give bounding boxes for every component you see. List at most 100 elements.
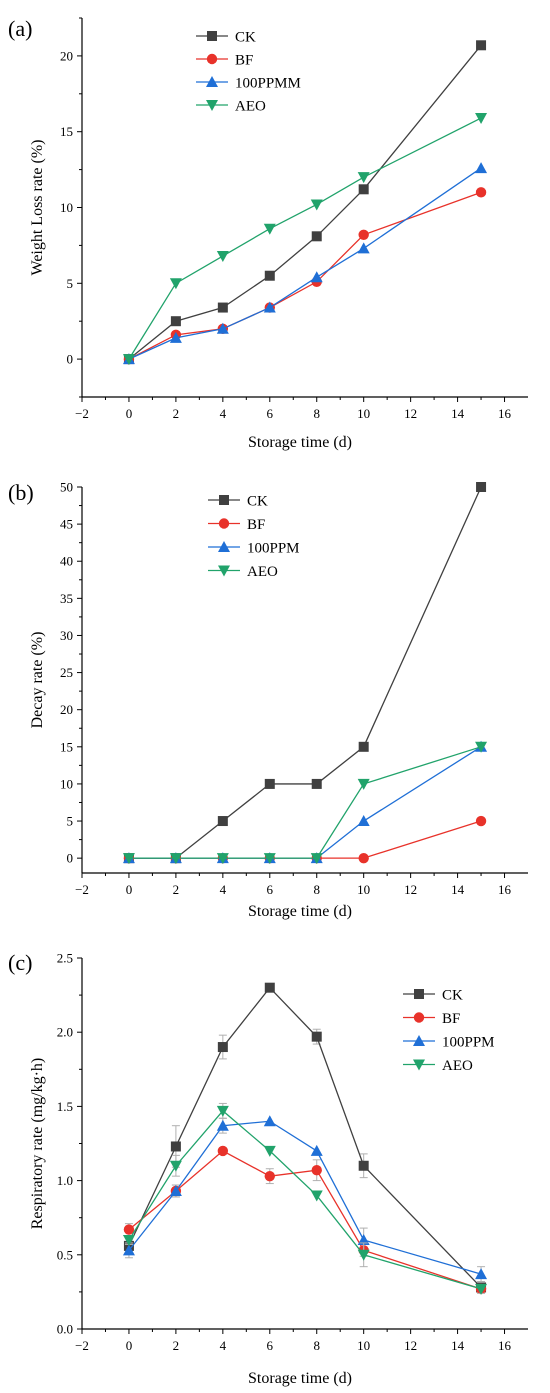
legend-label: AEO xyxy=(235,99,266,115)
x-axis-title: Storage time (d) xyxy=(248,434,352,451)
data-point xyxy=(358,1160,369,1171)
x-tick-label: 10 xyxy=(357,1338,370,1353)
data-point xyxy=(475,1268,488,1280)
y-tick-label: 35 xyxy=(60,591,73,606)
series-100ppm xyxy=(122,1115,488,1283)
data-point xyxy=(358,229,369,240)
x-tick-label: 14 xyxy=(451,1338,465,1353)
legend-label: 100PPMM xyxy=(235,76,301,92)
series-line xyxy=(128,1150,482,1290)
y-tick-label: 30 xyxy=(60,628,73,643)
data-point xyxy=(216,1105,229,1117)
data-point xyxy=(357,778,370,790)
data-point xyxy=(169,278,182,290)
y-tick-label: 40 xyxy=(60,554,73,569)
legend-item: 100PPMM xyxy=(196,76,301,92)
legend-item: 100PPM xyxy=(403,1035,495,1051)
y-tick-label: 20 xyxy=(60,702,73,717)
data-point xyxy=(310,271,323,283)
x-tick-label: 0 xyxy=(126,406,133,421)
x-tick-label: 14 xyxy=(451,406,465,421)
series-line xyxy=(128,167,482,360)
legend-marker xyxy=(206,76,218,87)
x-tick-label: 16 xyxy=(498,406,512,421)
series-line xyxy=(128,191,482,360)
legend-item: AEO xyxy=(196,99,266,115)
data-point xyxy=(357,815,370,827)
y-tick-label: 45 xyxy=(60,517,73,532)
data-point xyxy=(170,316,181,327)
data-point xyxy=(264,1170,275,1182)
data-point xyxy=(358,184,369,195)
data-point xyxy=(122,853,135,865)
series-ck xyxy=(123,482,487,864)
series-aeo xyxy=(122,113,488,366)
data-point xyxy=(357,242,370,254)
chart-panel-a: −2 0 2 4 6 8 10 12 14 16 0 5 10 15 20 Storage time (d) W… xyxy=(8,16,528,451)
data-point xyxy=(475,741,488,753)
data-point xyxy=(263,853,276,865)
x-tick-label: 10 xyxy=(357,406,370,421)
data-point xyxy=(264,778,275,789)
x-tick-label: 4 xyxy=(220,1338,227,1353)
data-point xyxy=(263,301,276,313)
data-point xyxy=(217,1042,228,1053)
data-point xyxy=(310,199,323,211)
data-point xyxy=(264,982,275,993)
series-line xyxy=(128,820,482,859)
x-tick-label: 8 xyxy=(313,882,320,897)
series-line xyxy=(128,486,482,859)
legend-label: BF xyxy=(442,1011,460,1027)
data-point xyxy=(264,270,275,281)
data-point xyxy=(476,40,487,51)
series-line xyxy=(128,746,482,859)
data-point xyxy=(263,1145,276,1157)
series-100ppmm xyxy=(122,162,488,365)
y-tick-label: 5 xyxy=(67,276,74,291)
x-tick-label: 8 xyxy=(313,1338,320,1353)
panel-label: (a) xyxy=(8,16,32,41)
x-tick-label: 4 xyxy=(220,882,227,897)
y-tick-label: 1.0 xyxy=(57,1173,73,1188)
legend-item: BF xyxy=(208,517,265,533)
x-axis-title: Storage time (d) xyxy=(248,903,352,920)
y-tick-label: 25 xyxy=(60,665,73,680)
data-point xyxy=(170,1141,181,1152)
y-axis-title: Weight Loss rate (%) xyxy=(29,140,46,276)
y-tick-label: 50 xyxy=(60,480,73,495)
x-tick-label: 10 xyxy=(357,882,370,897)
data-point xyxy=(357,1249,370,1261)
data-point xyxy=(310,1190,323,1202)
legend-label: BF xyxy=(247,517,265,533)
y-axis-title: Respiratory rate (mg/kg·h) xyxy=(29,1058,46,1230)
x-tick-label: 14 xyxy=(451,882,465,897)
y-tick-label: 10 xyxy=(60,776,73,791)
series-100ppm xyxy=(122,740,488,864)
y-axis-title: Decay rate (%) xyxy=(29,632,46,729)
data-point xyxy=(123,1224,135,1235)
legend-label: BF xyxy=(235,53,253,69)
legend-marker xyxy=(218,565,230,577)
data-point xyxy=(122,354,135,366)
series-bf xyxy=(123,1145,487,1295)
x-tick-label: 12 xyxy=(404,406,417,421)
x-tick-label: 2 xyxy=(173,1338,180,1353)
legend-marker xyxy=(218,541,230,552)
y-tick-label: 15 xyxy=(60,739,73,754)
data-point xyxy=(475,1283,488,1295)
series-aeo xyxy=(122,1102,488,1295)
x-tick-label: 16 xyxy=(498,882,512,897)
data-point xyxy=(122,1244,135,1256)
y-tick-label: 0.5 xyxy=(57,1247,73,1262)
x-tick-label: 6 xyxy=(267,1338,274,1353)
legend-marker xyxy=(413,1035,425,1046)
data-point xyxy=(263,1115,276,1127)
legend-marker xyxy=(218,518,230,529)
legend-item: CK xyxy=(403,988,463,1004)
series-line xyxy=(128,1120,482,1275)
y-tick-label: 1.5 xyxy=(57,1099,73,1114)
x-tick-label: 12 xyxy=(404,1338,417,1353)
data-point xyxy=(217,1145,229,1157)
data-point xyxy=(216,322,229,334)
